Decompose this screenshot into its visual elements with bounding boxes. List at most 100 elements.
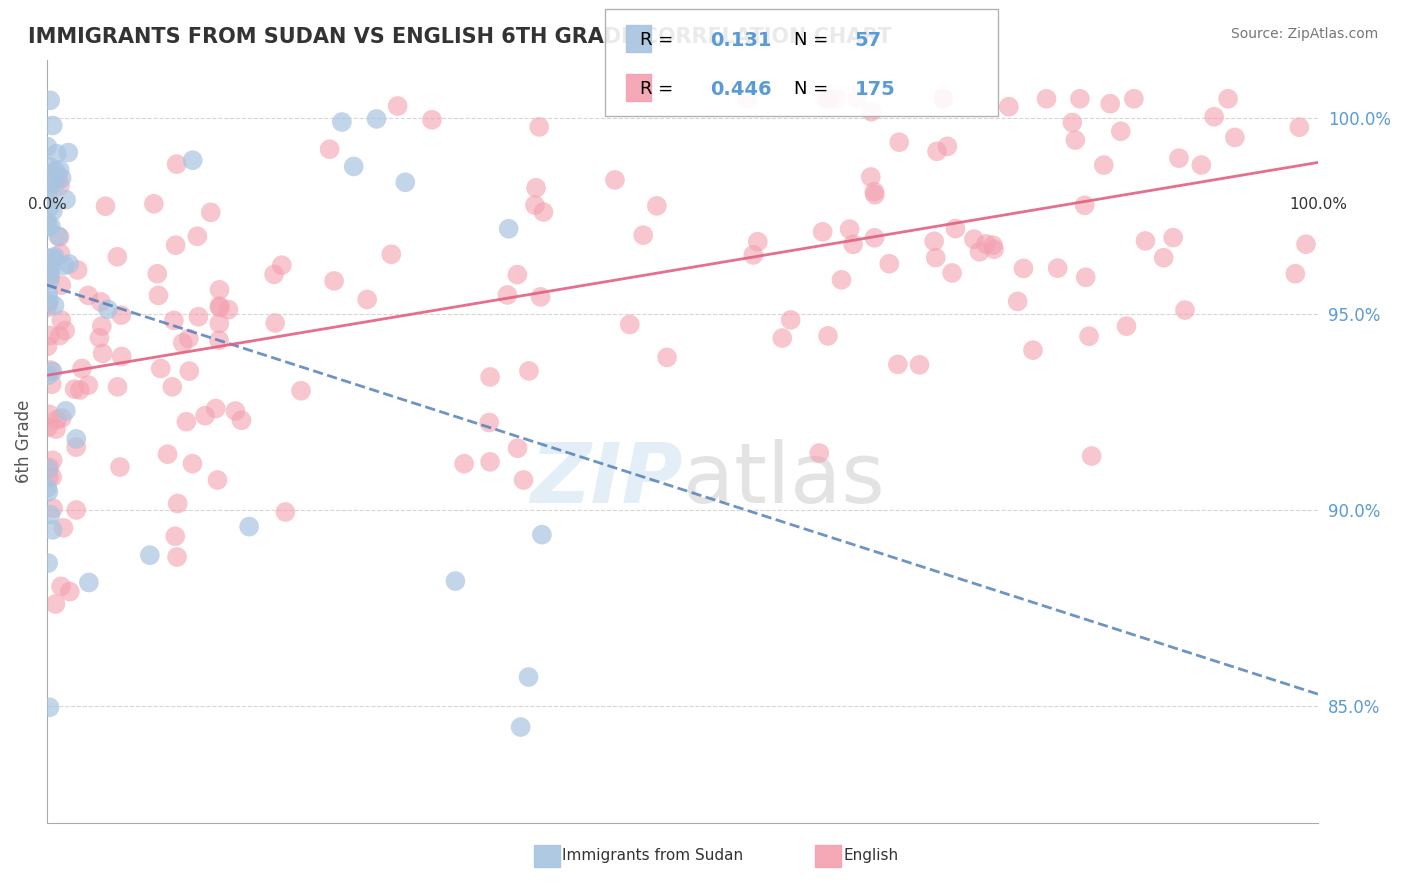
English xyxy=(224,404,246,418)
English xyxy=(148,288,170,302)
Text: 0.446: 0.446 xyxy=(710,79,772,99)
English xyxy=(529,120,551,134)
English xyxy=(179,364,201,378)
Immigrants from Sudan xyxy=(37,485,59,500)
English xyxy=(231,413,253,427)
English xyxy=(1035,92,1057,106)
English xyxy=(1012,261,1035,276)
English xyxy=(110,308,132,322)
English xyxy=(529,290,551,304)
Immigrants from Sudan xyxy=(37,556,59,570)
English xyxy=(631,228,654,243)
English xyxy=(208,283,231,297)
Immigrants from Sudan xyxy=(509,720,531,734)
Immigrants from Sudan xyxy=(38,273,60,287)
Immigrants from Sudan xyxy=(38,700,60,714)
English xyxy=(533,205,555,219)
Immigrants from Sudan xyxy=(51,171,73,186)
English xyxy=(453,457,475,471)
English xyxy=(523,198,546,212)
Immigrants from Sudan xyxy=(41,364,63,378)
Immigrants from Sudan xyxy=(38,267,60,281)
English xyxy=(146,267,169,281)
English xyxy=(51,411,73,425)
English xyxy=(1288,120,1310,135)
English xyxy=(817,92,839,106)
English xyxy=(208,299,231,313)
Immigrants from Sudan xyxy=(38,293,60,308)
English xyxy=(655,351,678,365)
English xyxy=(1073,198,1095,212)
Immigrants from Sudan xyxy=(37,186,59,201)
Immigrants from Sudan xyxy=(39,93,62,107)
Immigrants from Sudan xyxy=(366,112,388,126)
English xyxy=(1080,449,1102,463)
English xyxy=(735,92,758,106)
English xyxy=(496,288,519,302)
Text: 57: 57 xyxy=(855,30,882,50)
Immigrants from Sudan xyxy=(38,201,60,215)
English xyxy=(811,225,834,239)
English xyxy=(380,247,402,261)
Text: N =: N = xyxy=(794,80,834,98)
Immigrants from Sudan xyxy=(498,221,520,235)
English xyxy=(1204,110,1226,124)
English xyxy=(63,382,86,396)
English xyxy=(1153,251,1175,265)
English xyxy=(165,238,187,252)
English xyxy=(204,401,226,416)
English xyxy=(941,266,963,280)
English xyxy=(65,440,87,454)
Immigrants from Sudan xyxy=(343,160,366,174)
Immigrants from Sudan xyxy=(37,286,59,301)
English xyxy=(747,235,769,249)
Immigrants from Sudan xyxy=(53,259,76,273)
Immigrants from Sudan xyxy=(42,523,65,537)
English xyxy=(142,196,165,211)
Immigrants from Sudan xyxy=(44,163,66,178)
English xyxy=(37,301,59,315)
English xyxy=(863,185,886,199)
English xyxy=(1216,92,1239,106)
English xyxy=(1022,343,1045,358)
English xyxy=(1062,115,1084,129)
English xyxy=(877,257,900,271)
Immigrants from Sudan xyxy=(55,193,77,207)
English xyxy=(41,470,63,484)
Text: English: English xyxy=(844,848,898,863)
English xyxy=(479,455,502,469)
Immigrants from Sudan xyxy=(55,404,77,418)
English xyxy=(932,92,955,106)
English xyxy=(356,293,378,307)
English xyxy=(779,313,801,327)
English xyxy=(217,302,239,317)
English xyxy=(1064,133,1087,147)
English xyxy=(1007,294,1029,309)
English xyxy=(42,501,65,516)
English xyxy=(49,178,72,193)
Immigrants from Sudan xyxy=(39,508,62,522)
English xyxy=(165,529,187,543)
English xyxy=(177,332,200,346)
Immigrants from Sudan xyxy=(37,139,59,153)
English xyxy=(39,363,62,377)
Text: R =: R = xyxy=(640,31,679,49)
Immigrants from Sudan xyxy=(517,670,540,684)
English xyxy=(863,231,886,245)
English xyxy=(274,505,297,519)
English xyxy=(889,135,911,149)
English xyxy=(887,357,910,371)
English xyxy=(859,169,882,184)
English xyxy=(506,441,529,455)
English xyxy=(111,350,134,364)
Text: 0.131: 0.131 xyxy=(710,30,772,50)
Immigrants from Sudan xyxy=(45,146,67,161)
Text: atlas: atlas xyxy=(682,439,884,520)
Immigrants from Sudan xyxy=(42,252,65,266)
English xyxy=(922,234,945,248)
English xyxy=(1161,230,1184,244)
English xyxy=(94,199,117,213)
English xyxy=(908,358,931,372)
English xyxy=(1078,329,1101,343)
Immigrants from Sudan xyxy=(330,115,353,129)
